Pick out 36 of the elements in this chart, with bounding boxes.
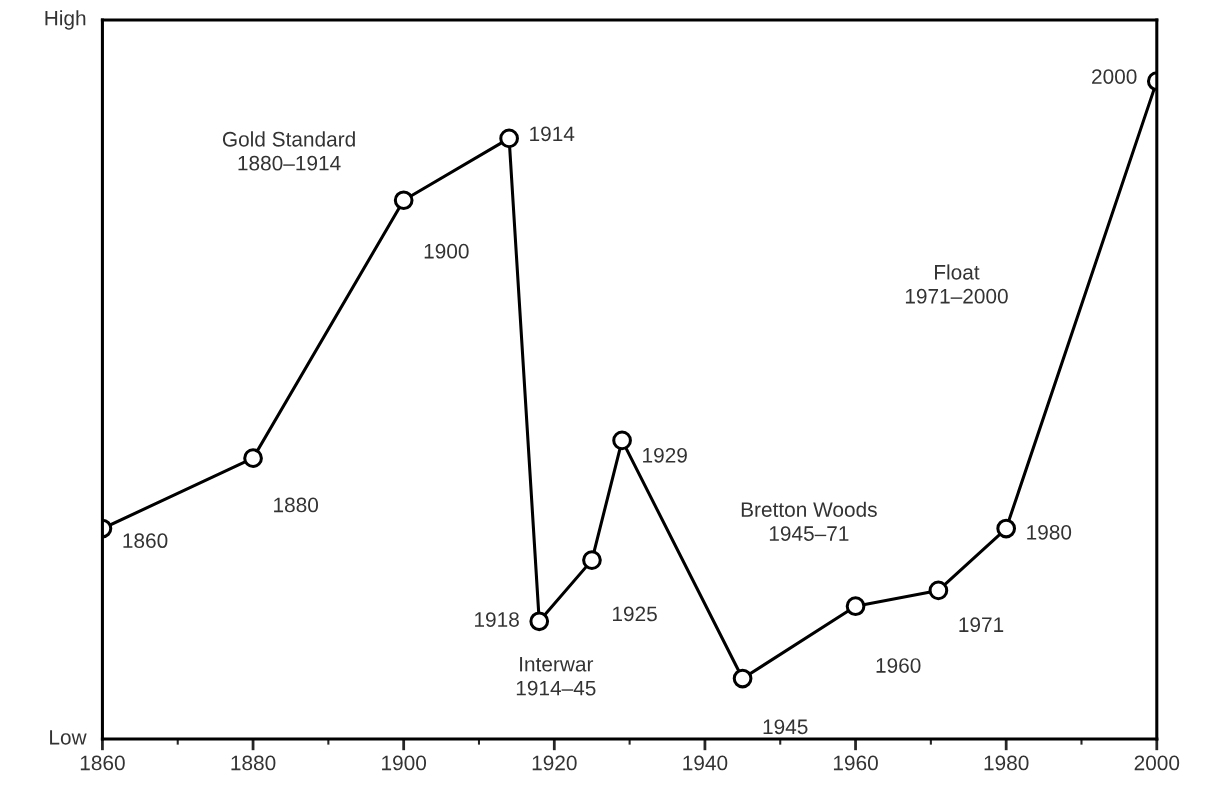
- text: High: [45, 10, 86, 30]
- annotation: 1971: [959, 617, 1004, 633]
- annotation: 1929: [643, 447, 687, 463]
- point: [393, 190, 414, 211]
- annotation: 1918: [475, 612, 519, 627]
- x-tick-label: 1960: [833, 755, 878, 771]
- annotation: Float 1971–2000: [905, 264, 1008, 304]
- point: [928, 580, 949, 601]
- annotation: 1860: [123, 533, 168, 549]
- annotation: 1960: [876, 658, 921, 673]
- x-tick-label: 2000: [1134, 755, 1180, 771]
- annotation: 1914: [530, 126, 575, 142]
- annotation: 1980: [1027, 524, 1072, 540]
- point: [732, 668, 753, 689]
- annotation: Bretton Woods 1945–71: [741, 501, 877, 541]
- x-tick-label: 1980: [984, 755, 1029, 771]
- x-tick-label: 1900: [382, 755, 427, 771]
- point: [529, 611, 550, 632]
- annotation: 2000: [1092, 69, 1137, 84]
- text: Low: [50, 730, 87, 745]
- x-tick-label: 1880: [231, 755, 276, 771]
- annotation: 1925: [612, 606, 657, 622]
- annotation: 1945: [763, 719, 808, 735]
- x-tick-label: 1860: [80, 755, 125, 771]
- x-tick-label: 1940: [683, 755, 728, 771]
- point: [582, 550, 602, 570]
- point: [996, 518, 1017, 539]
- annotation: Gold Standard 1880–1914: [222, 131, 355, 171]
- annotation: Interwar 1914–45: [516, 657, 596, 696]
- point: [612, 430, 632, 451]
- annotation: 1900: [424, 243, 469, 259]
- point: [845, 596, 866, 617]
- x-tick-label: 1920: [532, 755, 577, 771]
- point: [499, 128, 519, 149]
- point: [243, 448, 263, 469]
- annotation: 1880: [274, 497, 319, 513]
